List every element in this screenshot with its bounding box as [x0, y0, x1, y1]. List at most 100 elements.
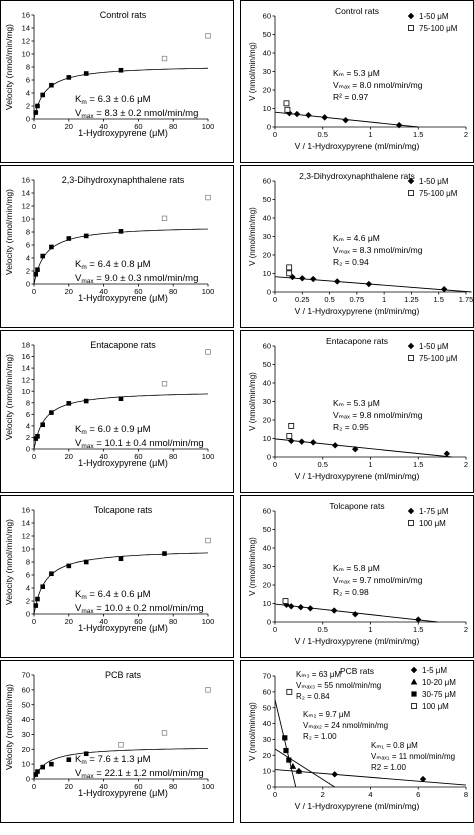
- eh-2-ytick-label: 40: [263, 379, 271, 388]
- mm-0-xtick-label: 60: [134, 122, 142, 131]
- mm-point-2: [35, 433, 40, 439]
- mm-xlabel-1: 1-Hydroxypyrene (μM): [78, 293, 168, 303]
- mm-km-sym-3: K: [75, 589, 82, 600]
- mm-point-3: [35, 596, 40, 602]
- eh-legend-label-1: 75-100 μM: [419, 189, 458, 198]
- eh-point-0: [342, 116, 349, 124]
- mm-vmax-num-0: 8.3 ± 0.2 nmol/min/mg: [104, 108, 198, 119]
- eh-point-4: [286, 688, 293, 695]
- eh-legend-marker-3: [407, 507, 415, 515]
- eh-ylabel-2: V (nmol/min/mg): [248, 372, 257, 431]
- mm-1-xtick-label: 20: [65, 287, 73, 296]
- mm-2-xtick-label: 60: [134, 452, 142, 461]
- mm-point-0: [40, 92, 45, 98]
- eh-point-2: [331, 442, 339, 449]
- mm-open-point-0: [161, 55, 168, 62]
- mm-0-ytick-label: 4: [26, 89, 30, 98]
- mm-0-ytick-label: 16: [22, 11, 30, 20]
- mm-km-value-3: =: [87, 589, 98, 600]
- eh-title-2: Entacapone rats: [326, 336, 388, 346]
- mm-ylabel-4: Velocity (nmol/min/mg): [4, 684, 14, 770]
- mm-point-3: [40, 584, 45, 589]
- mm-4-ytick-label: 60: [22, 685, 30, 694]
- eh-0-ytick-label: 40: [263, 49, 271, 58]
- eh-1-xtick-label: 1.75: [459, 295, 474, 304]
- eh-0-xtick-label: 0.5: [318, 130, 328, 139]
- mm-vmax-sub-1: max: [81, 278, 94, 285]
- mm-2-xtick-label: 80: [169, 452, 177, 461]
- mm-open-point-2: [161, 381, 168, 387]
- mm-km-num-0: 6.3 ± 0.6 μM: [98, 94, 151, 105]
- eh-0-xtick-label: 1: [368, 130, 372, 139]
- eh-point-2: [352, 446, 359, 453]
- mm-4-ytick-label: 30: [22, 730, 30, 739]
- eh-title-1: 2,3-Dihydroxynaphthalene rats: [299, 171, 415, 181]
- eh-3-ytick-label: 60: [263, 507, 271, 516]
- mm-1-ytick-label: 6: [26, 241, 30, 250]
- eh-0-ytick-label: 10: [263, 104, 271, 113]
- mm-point-4: [66, 757, 72, 762]
- mm-point-1: [118, 229, 124, 234]
- eh-open-point-1: [286, 270, 293, 277]
- eh-1-ytick-label: 50: [263, 195, 271, 204]
- mm-0-xtick-label: 80: [169, 122, 177, 131]
- mm-3-xtick-label: 20: [65, 617, 73, 626]
- eh-open-point-0: [284, 106, 291, 113]
- mm-panel-frame-4: [0, 660, 234, 823]
- mm-1-xtick-label: 80: [169, 287, 177, 296]
- mm-2-ytick-label: 16: [22, 352, 30, 361]
- eh-2-ytick-label: 30: [263, 397, 271, 406]
- eh-legend-label-4: 30-75 μM: [422, 690, 456, 699]
- mm-0-ytick-label: 0: [26, 115, 30, 124]
- mm-point-3: [83, 559, 89, 565]
- mm-km-sub-4: m: [81, 759, 86, 766]
- eh-legend-marker-1: [407, 177, 415, 185]
- eh-legend-label-2: 75-100 μM: [419, 354, 458, 363]
- eh-4-xtick-label: 2: [321, 790, 325, 799]
- mm-ylabel-2: Velocity (nmol/min/mg): [4, 354, 14, 440]
- eh-open-point-2: [286, 433, 293, 439]
- eh-fit-line-4-0: [274, 699, 297, 788]
- eh-legend-marker-4: [411, 703, 417, 709]
- mm-open-point-0: [205, 33, 211, 39]
- mm-point-1: [66, 236, 72, 241]
- mm-point-1: [35, 267, 40, 272]
- mm-km-num-4: 7.6 ± 1.3 μM: [98, 754, 151, 765]
- eh-point-0: [321, 114, 328, 121]
- eh-annotation-3: Vₘₐₓ = 9.7 nmol/min/mg: [333, 575, 423, 585]
- eh-legend-marker-4: [410, 678, 418, 685]
- eh-0-ytick-label: 20: [263, 86, 271, 95]
- eh-annotation-2: Vₘₐₓ = 9.8 nmol/min/mg: [333, 410, 423, 420]
- mm-open-point-1: [161, 215, 168, 222]
- mm-4-ytick-label: 10: [22, 760, 30, 769]
- mm-km-label-0: Km = 6.3 ± 0.6 μM: [75, 94, 151, 106]
- eh-1-ytick-label: 20: [263, 251, 271, 260]
- mm-xlabel-3: 1-Hydroxypyrene (μM): [78, 623, 168, 633]
- mm-3-ytick-label: 10: [22, 545, 30, 554]
- mm-km-sym-2: K: [75, 424, 82, 435]
- mm-km-label-1: Km = 6.4 ± 0.8 μM: [75, 259, 151, 271]
- mm-0-ytick-label: 14: [22, 24, 30, 33]
- eh-point-3: [331, 607, 338, 614]
- eh-0-ytick-label: 0: [267, 123, 271, 132]
- mm-ylabel-3: Velocity (nmol/min/mg): [4, 519, 14, 605]
- mm-km-num-3: 6.4 ± 0.6 μM: [98, 589, 151, 600]
- mm-4-xtick-label: 20: [65, 782, 73, 791]
- mm-km-label-3: Km = 6.4 ± 0.6 μM: [75, 589, 151, 601]
- eh-1-ytick-label: 10: [263, 269, 271, 278]
- eh-annotation-3: R₂ = 0.98: [333, 587, 369, 597]
- mm-point-2: [40, 422, 45, 428]
- mm-2-xtick-label: 40: [99, 452, 107, 461]
- mm-ylabel-0: Velocity (nmol/min/mg): [4, 24, 14, 110]
- mm-vmax-label-2: Vmax = 10.1 ± 0.4 nmol/min/mg: [75, 438, 204, 450]
- eh-legend-label-4: 100 μM: [422, 702, 449, 711]
- eh-annotation-1: R₂ = 0.94: [333, 257, 369, 267]
- mm-point-2: [49, 410, 54, 415]
- mm-panel-frame-2: [0, 330, 234, 493]
- eh-legend-marker-3: [408, 520, 414, 526]
- mm-point-0: [49, 82, 54, 88]
- eh-4-ytick-label: 50: [263, 703, 271, 712]
- eh-annotation1-4: Vₘₐₓ₁ = 11 nmol/min/mg: [371, 752, 455, 761]
- mm-3-xtick-label: 100: [202, 617, 215, 626]
- eh-0-ytick-label: 30: [263, 67, 271, 76]
